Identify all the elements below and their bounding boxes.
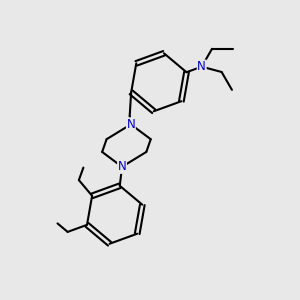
Text: N: N xyxy=(127,118,135,131)
Text: N: N xyxy=(197,60,206,73)
Text: N: N xyxy=(118,160,126,173)
